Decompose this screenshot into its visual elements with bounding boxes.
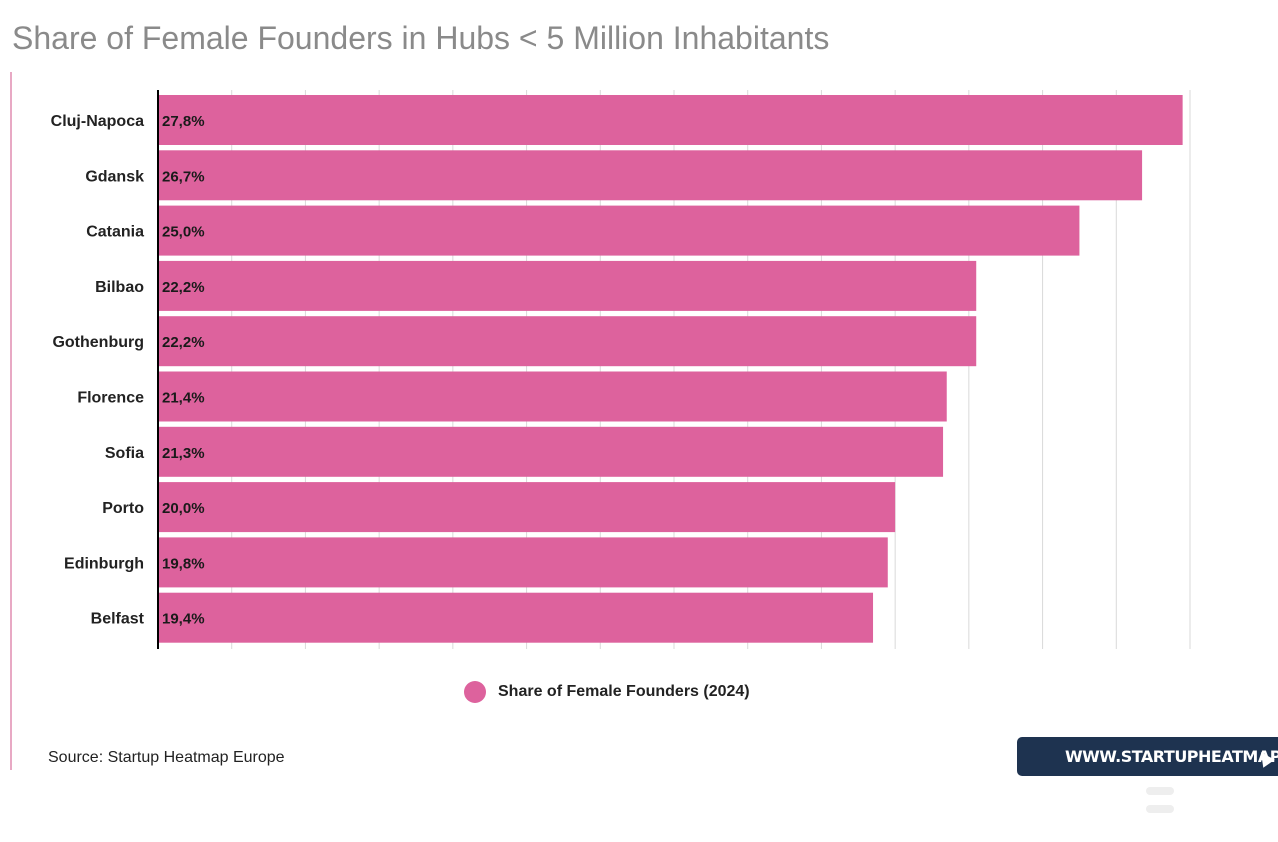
scroll-handle-top[interactable] [1146, 787, 1174, 795]
left-accent-rule [10, 72, 12, 770]
data-label: 26,7% [162, 168, 205, 185]
data-label: 25,0% [162, 224, 205, 241]
category-label: Porto [102, 500, 144, 517]
data-label: 20,0% [162, 500, 205, 517]
legend-label: Share of Female Founders (2024) [498, 683, 750, 700]
category-label: Gothenburg [52, 334, 144, 351]
bar [158, 592, 874, 643]
data-label: 19,8% [162, 555, 205, 572]
bar [158, 426, 944, 477]
bar [158, 95, 1183, 145]
category-label: Belfast [91, 611, 145, 628]
bar [158, 316, 977, 367]
data-label: 22,2% [162, 279, 205, 296]
scroll-handle-bottom[interactable] [1146, 805, 1174, 813]
legend: Share of Female Founders (2024) [464, 681, 750, 703]
category-label: Catania [86, 224, 144, 241]
bar [158, 482, 896, 533]
legend-swatch [464, 681, 486, 703]
category-label: Cluj-Napoca [51, 113, 144, 130]
bar [158, 260, 977, 311]
data-label: 27,8% [162, 113, 205, 130]
data-label: 19,4% [162, 611, 205, 628]
data-label: 22,2% [162, 334, 205, 351]
bar [158, 205, 1080, 256]
bar [158, 371, 947, 422]
bar [158, 537, 888, 588]
website-badge[interactable]: WWW.STARTUPHEATMAP.EU [1017, 737, 1278, 776]
website-badge-label: WWW.STARTUPHEATMAP.EU [1065, 747, 1278, 766]
source-note: Source: Startup Heatmap Europe [48, 749, 285, 766]
category-label: Edinburgh [64, 555, 144, 572]
category-label: Florence [77, 390, 144, 407]
chart-title: Share of Female Founders in Hubs < 5 Mil… [12, 20, 830, 56]
category-label: Sofia [105, 445, 144, 462]
data-label: 21,3% [162, 445, 205, 462]
category-label: Gdansk [85, 168, 144, 185]
bar [158, 150, 1143, 201]
data-label: 21,4% [162, 390, 205, 407]
category-label: Bilbao [95, 279, 144, 296]
